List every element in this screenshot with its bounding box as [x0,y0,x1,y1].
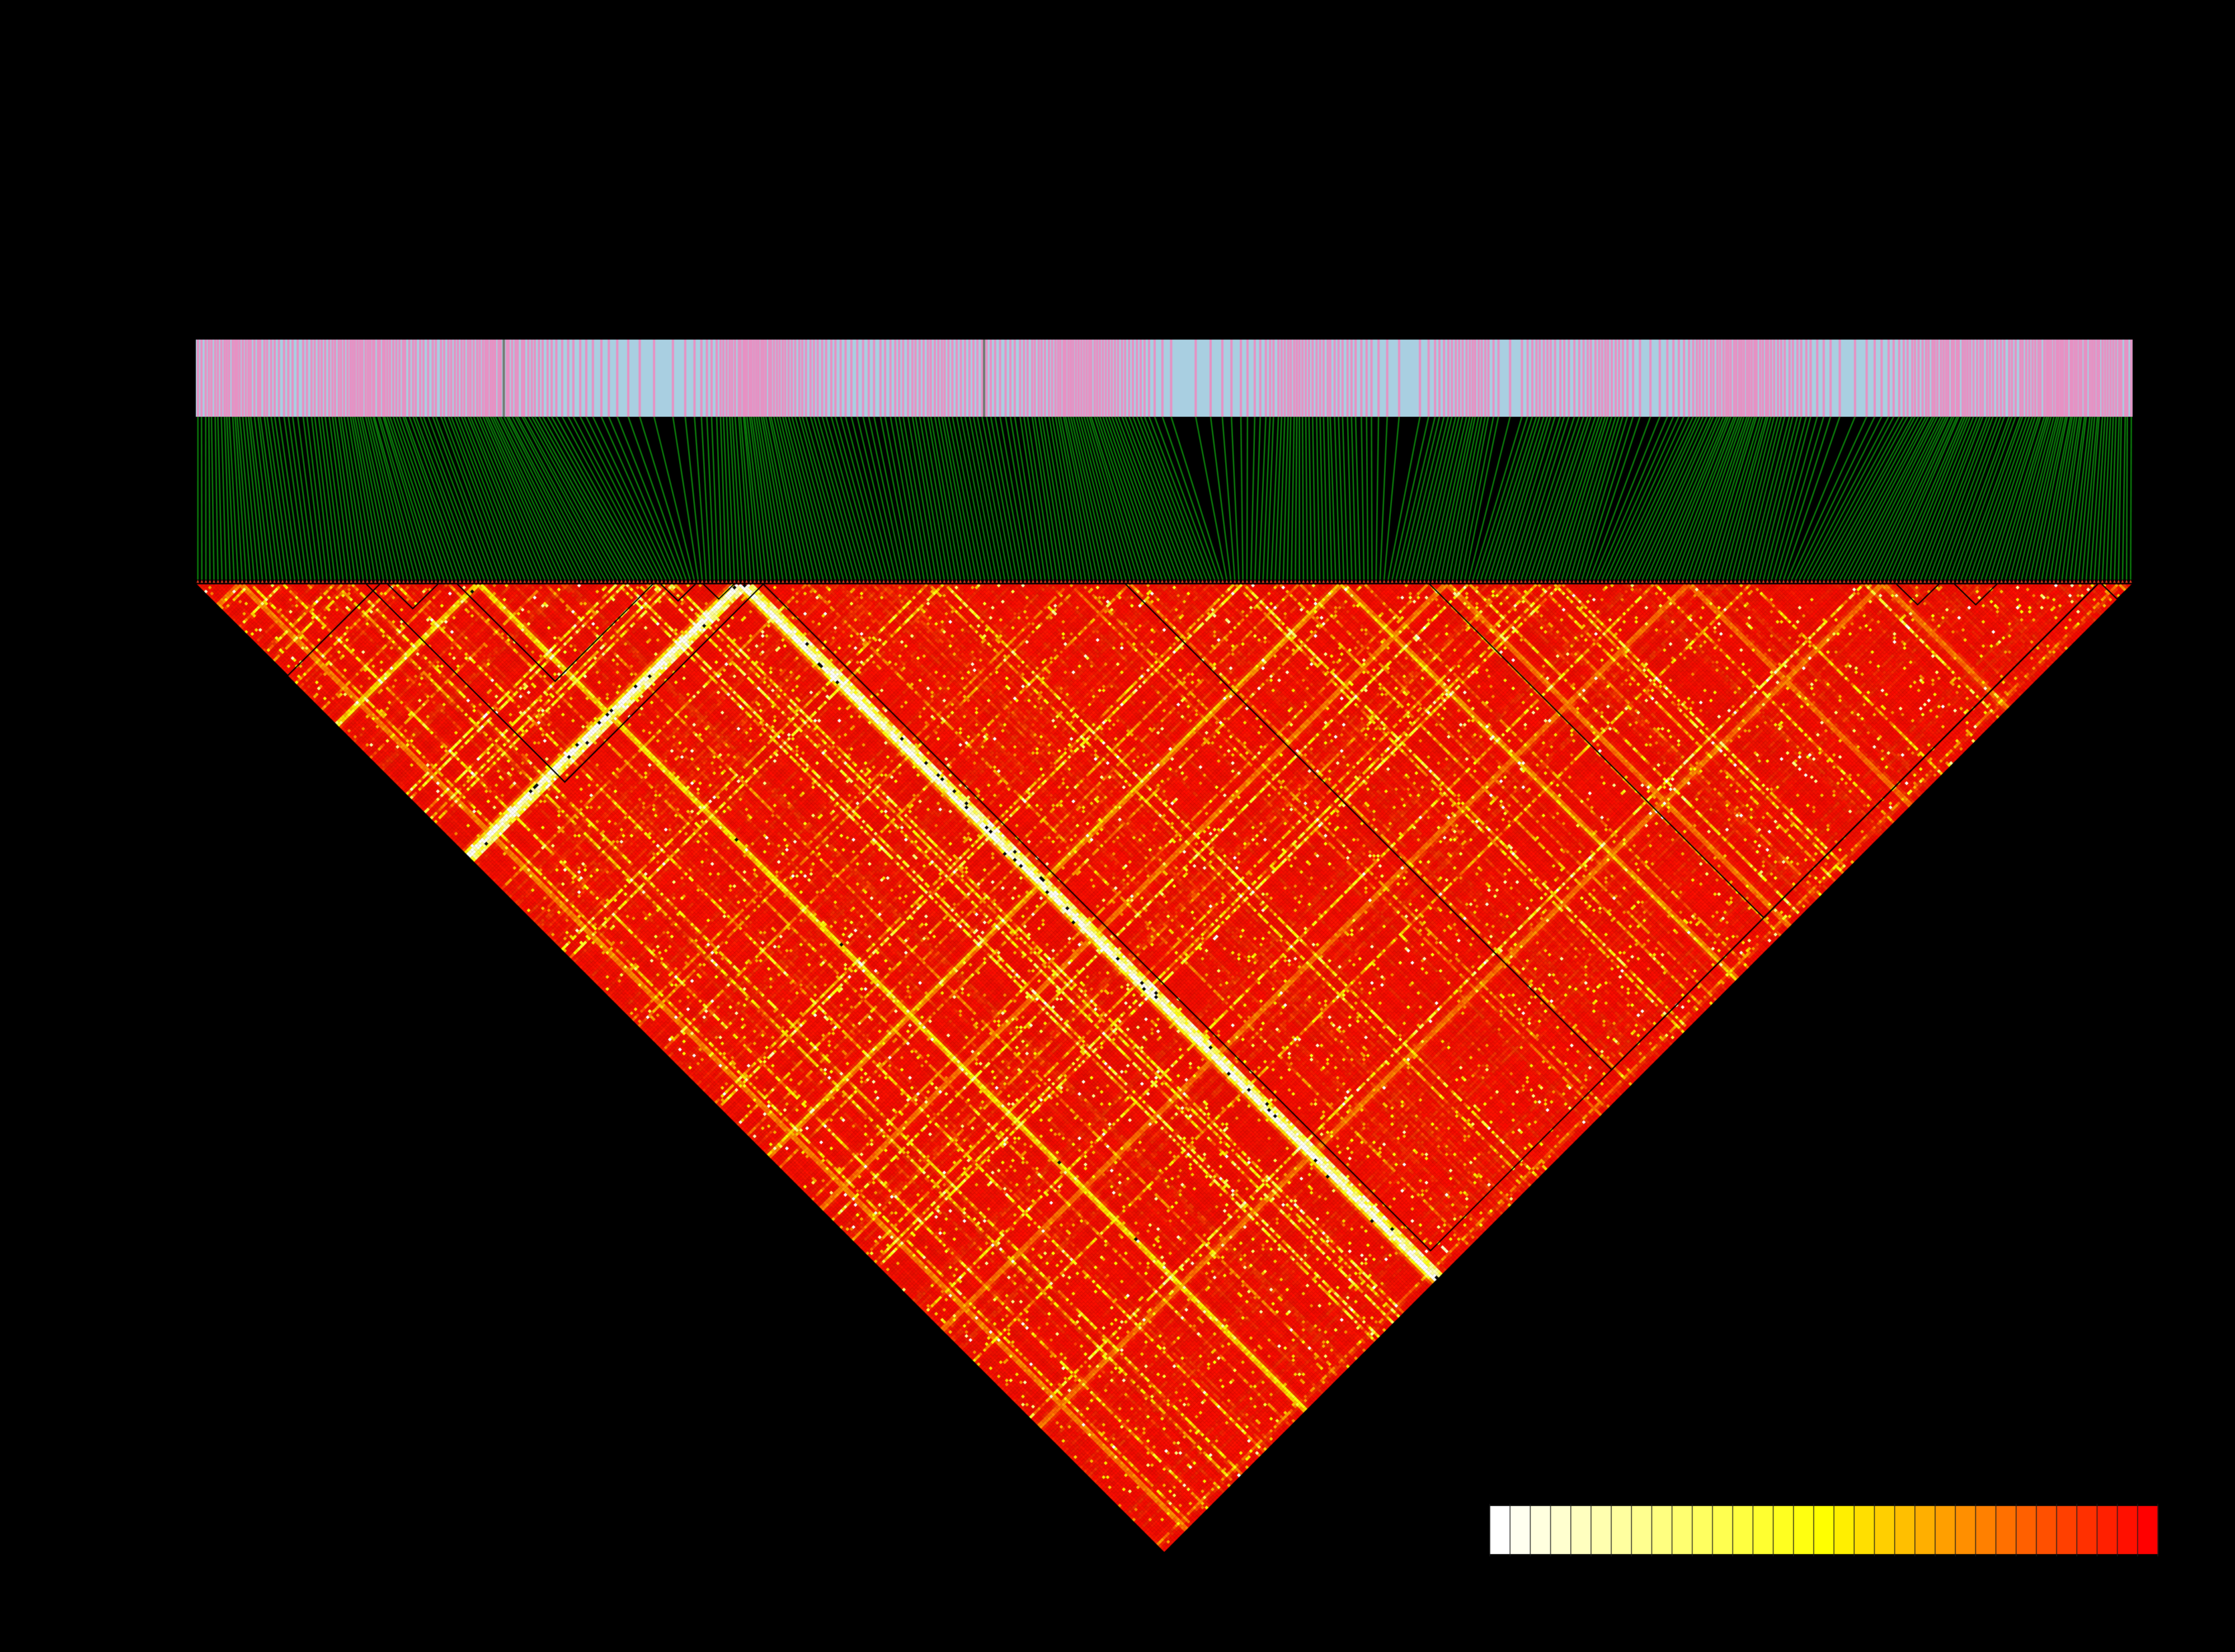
ld-heatmap-canvas [0,0,2235,1652]
ld-heatmap-figure [0,0,2235,1652]
